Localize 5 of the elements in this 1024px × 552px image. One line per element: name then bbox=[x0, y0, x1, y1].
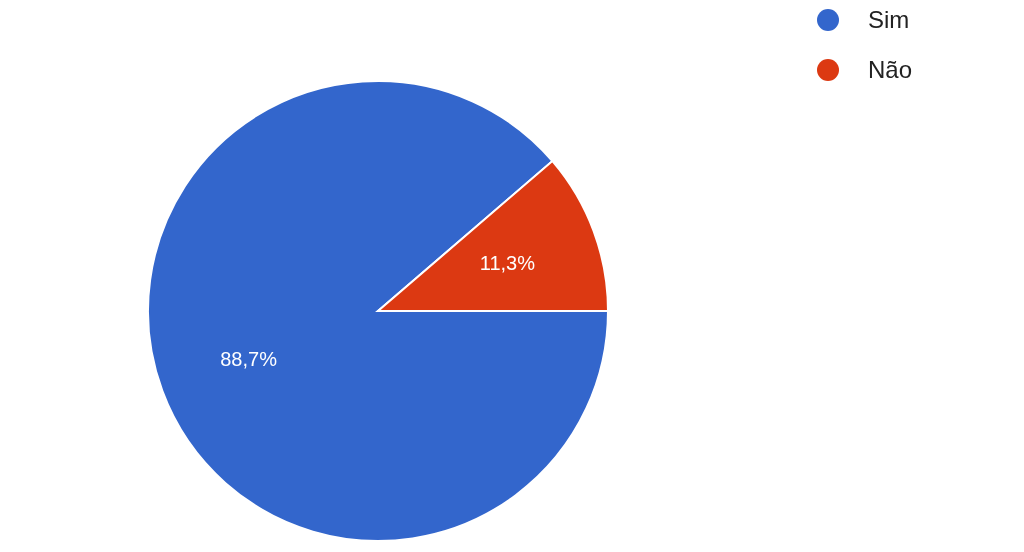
legend-label: Não bbox=[868, 56, 913, 84]
data-label: 11,3% bbox=[479, 252, 536, 275]
pie-slice bbox=[147, 80, 609, 542]
legend-label: Sim bbox=[868, 6, 910, 34]
data-label: 88,7% bbox=[220, 347, 278, 370]
